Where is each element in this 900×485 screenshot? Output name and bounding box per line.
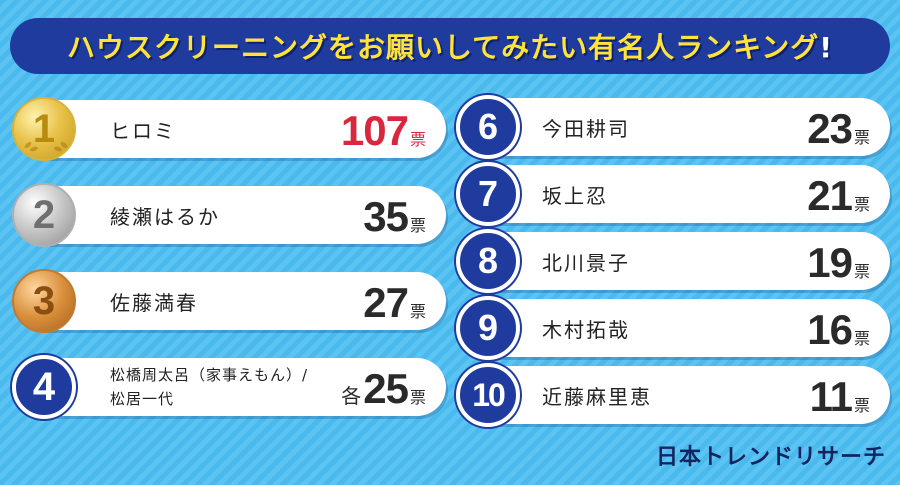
rank-badge-bronze-medal-icon: 3 (12, 269, 76, 333)
rank-number: 9 (477, 307, 499, 348)
page-title: ハウスクリーニングをお願いしてみたい有名人ランキング! (66, 31, 834, 64)
vote-number: 16 (807, 306, 853, 353)
vote-unit: 票 (409, 302, 426, 321)
vote-count: 11 票 (810, 366, 870, 424)
vote-number: 11 (809, 373, 853, 420)
rank-badge-icon: 7 (456, 162, 520, 226)
laurel-icon (23, 137, 69, 153)
vote-unit: 票 (409, 216, 426, 235)
rank-badge-gold-medal-icon: 1 (12, 97, 76, 161)
vote-unit: 票 (409, 130, 426, 149)
vote-count: 各 25 票 (341, 358, 426, 416)
person-name: 北川景子 (542, 250, 630, 275)
rank-badge-silver-medal-icon: 2 (12, 183, 76, 247)
rank-number: 1 (32, 106, 56, 151)
vote-count: 21 票 (807, 165, 870, 223)
ranking-row-3: 佐藤満春 27 票 (18, 272, 446, 330)
vote-prefix: 各 (341, 384, 362, 408)
vote-unit: 票 (853, 329, 870, 348)
ranking-row-6: 今田耕司 23 票 (462, 98, 890, 156)
vote-unit: 票 (409, 388, 426, 407)
ranking-row-9: 木村拓哉 16 票 (462, 299, 890, 357)
vote-count: 107 票 (341, 100, 426, 158)
ranking-row-10: 近藤麻里恵 11 票 (462, 366, 890, 424)
person-name: ヒロミ (110, 118, 176, 143)
vote-unit: 票 (853, 195, 870, 214)
vote-unit: 票 (853, 396, 870, 415)
ranking-row-8: 北川景子 19 票 (462, 232, 890, 290)
vote-number: 21 (807, 172, 853, 219)
rank-badge-icon: 9 (456, 296, 520, 360)
person-name-line2: 松居一代 (110, 390, 175, 408)
vote-count: 27 票 (363, 272, 426, 330)
vote-number: 19 (807, 239, 853, 286)
rank-number: 7 (477, 173, 499, 214)
rank-badge-icon: 6 (456, 95, 520, 159)
person-name-line1: 松橋周太呂（家事えもん）/ (110, 366, 309, 384)
person-name: 坂上忍 (542, 183, 608, 208)
title-banner: ハウスクリーニングをお願いしてみたい有名人ランキング! (10, 18, 890, 74)
ranking-row-4: 松橋周太呂（家事えもん）/ 松居一代 各 25 票 (18, 358, 446, 416)
rank-number: 8 (477, 240, 499, 281)
person-name: 今田耕司 (542, 116, 630, 141)
vote-number: 107 (340, 107, 409, 154)
rank-badge-icon: 8 (456, 229, 520, 293)
vote-unit: 票 (853, 128, 870, 147)
rank-number: 3 (32, 278, 56, 323)
brand-logo: 日本トレンドリサーチ (655, 445, 886, 470)
rank-number: 6 (477, 106, 499, 147)
vote-count: 16 票 (807, 299, 870, 357)
rank-number: 10 (472, 376, 506, 413)
rank-badge-icon: 10 (456, 363, 520, 427)
vote-count: 35 票 (363, 186, 426, 244)
rank-badge-icon: 4 (12, 355, 76, 419)
person-name: 綾瀬はるか (110, 204, 220, 229)
vote-number: 35 (363, 193, 409, 240)
rank-number: 4 (32, 364, 56, 409)
ranking-row-1: ヒロミ 107 票 (18, 100, 446, 158)
ranking-row-2: 綾瀬はるか 35 票 (18, 186, 446, 244)
vote-number: 25 (363, 365, 409, 412)
rank-number: 2 (32, 192, 56, 237)
person-name: 近藤麻里恵 (542, 384, 652, 409)
person-name-multi: 松橋周太呂（家事えもん）/ 松居一代 (110, 358, 308, 416)
person-name: 佐藤満春 (110, 290, 198, 315)
vote-number: 23 (807, 105, 853, 152)
vote-number: 27 (363, 279, 409, 326)
vote-count: 19 票 (807, 232, 870, 290)
ranking-row-7: 坂上忍 21 票 (462, 165, 890, 223)
person-name: 木村拓哉 (542, 317, 630, 342)
vote-count: 23 票 (807, 98, 870, 156)
vote-unit: 票 (853, 262, 870, 281)
